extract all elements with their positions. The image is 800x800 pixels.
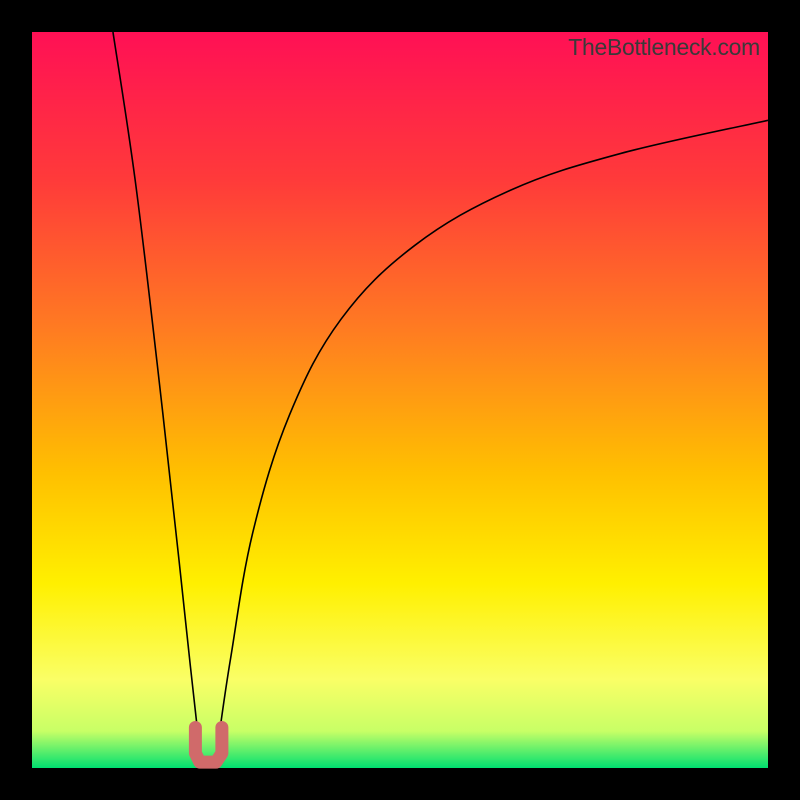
chart-frame: TheBottleneck.com xyxy=(0,0,800,800)
main-curve-left xyxy=(113,32,198,731)
curve-layer xyxy=(32,32,768,768)
notch-marker xyxy=(195,728,221,763)
main-curve-right xyxy=(220,120,768,731)
plot-area: TheBottleneck.com xyxy=(32,32,768,768)
